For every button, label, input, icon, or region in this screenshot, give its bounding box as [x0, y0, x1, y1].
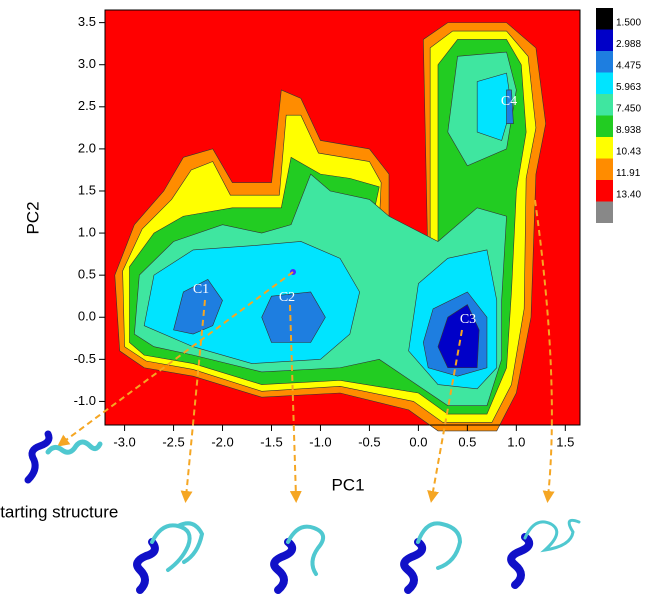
- y-tick-label: 0.5: [78, 267, 96, 282]
- colorbar-label: 5.963: [616, 82, 641, 93]
- colorbar-swatch: [596, 180, 613, 202]
- x-tick-label: 1.0: [507, 434, 525, 449]
- x-tick-label: -1.0: [309, 434, 331, 449]
- colorbar-swatch: [596, 159, 613, 181]
- y-tick-label: -0.5: [74, 351, 96, 366]
- cluster-label: C1: [193, 282, 209, 297]
- x-tick-label: -2.0: [211, 434, 233, 449]
- x-tick-label: -2.5: [162, 434, 184, 449]
- colorbar-swatch: [596, 94, 613, 116]
- page: PC1 PC2 C1 C2 C3 C4 starting structure -…: [0, 0, 651, 605]
- y-tick-label: 0.0: [78, 309, 96, 324]
- cluster-label: C3: [460, 312, 476, 327]
- x-tick-label: -1.5: [260, 434, 282, 449]
- colorbar-label: 2.988: [616, 39, 641, 50]
- protein-structures: starting structure: [0, 434, 579, 590]
- y-tick-label: -1.0: [74, 393, 96, 408]
- x-tick-label: 0.0: [409, 434, 427, 449]
- y-tick-label: 1.0: [78, 225, 96, 240]
- colorbar-label: 13.40: [616, 189, 641, 200]
- y-tick-label: 3.5: [78, 14, 96, 29]
- y-tick-label: 2.0: [78, 140, 96, 155]
- chart: PC1 PC2 C1 C2 C3 C4 starting structure -…: [0, 0, 651, 600]
- colorbar-swatch: [596, 116, 613, 138]
- y-axis-label: PC2: [23, 201, 42, 234]
- colorbar-swatch: [596, 202, 613, 224]
- colorbar-swatch: [596, 73, 613, 95]
- starting-label: starting structure: [0, 502, 118, 521]
- y-tick-label: 1.5: [78, 182, 96, 197]
- colorbar-label: 4.475: [616, 60, 641, 71]
- colorbar-swatch: [596, 8, 613, 30]
- x-tick-label: 0.5: [458, 434, 476, 449]
- colorbar-swatch: [596, 51, 613, 73]
- x-tick-label: -0.5: [358, 434, 380, 449]
- colorbar-label: 11.91: [616, 168, 641, 179]
- cluster-label: C2: [279, 290, 295, 305]
- colorbar-swatch: [596, 30, 613, 52]
- colorbar-label: 7.450: [616, 103, 641, 114]
- x-tick-label: -3.0: [113, 434, 135, 449]
- cluster-label: C4: [501, 94, 517, 109]
- colorbar-label: 1.500: [616, 17, 641, 28]
- colorbar-label: 8.938: [616, 125, 641, 136]
- colorbar-swatch: [596, 137, 613, 159]
- x-axis-label: PC1: [331, 475, 364, 494]
- x-tick-label: 1.5: [556, 434, 574, 449]
- y-tick-label: 2.5: [78, 98, 96, 113]
- colorbar-label: 10.43: [616, 146, 641, 157]
- y-tick-label: 3.0: [78, 56, 96, 71]
